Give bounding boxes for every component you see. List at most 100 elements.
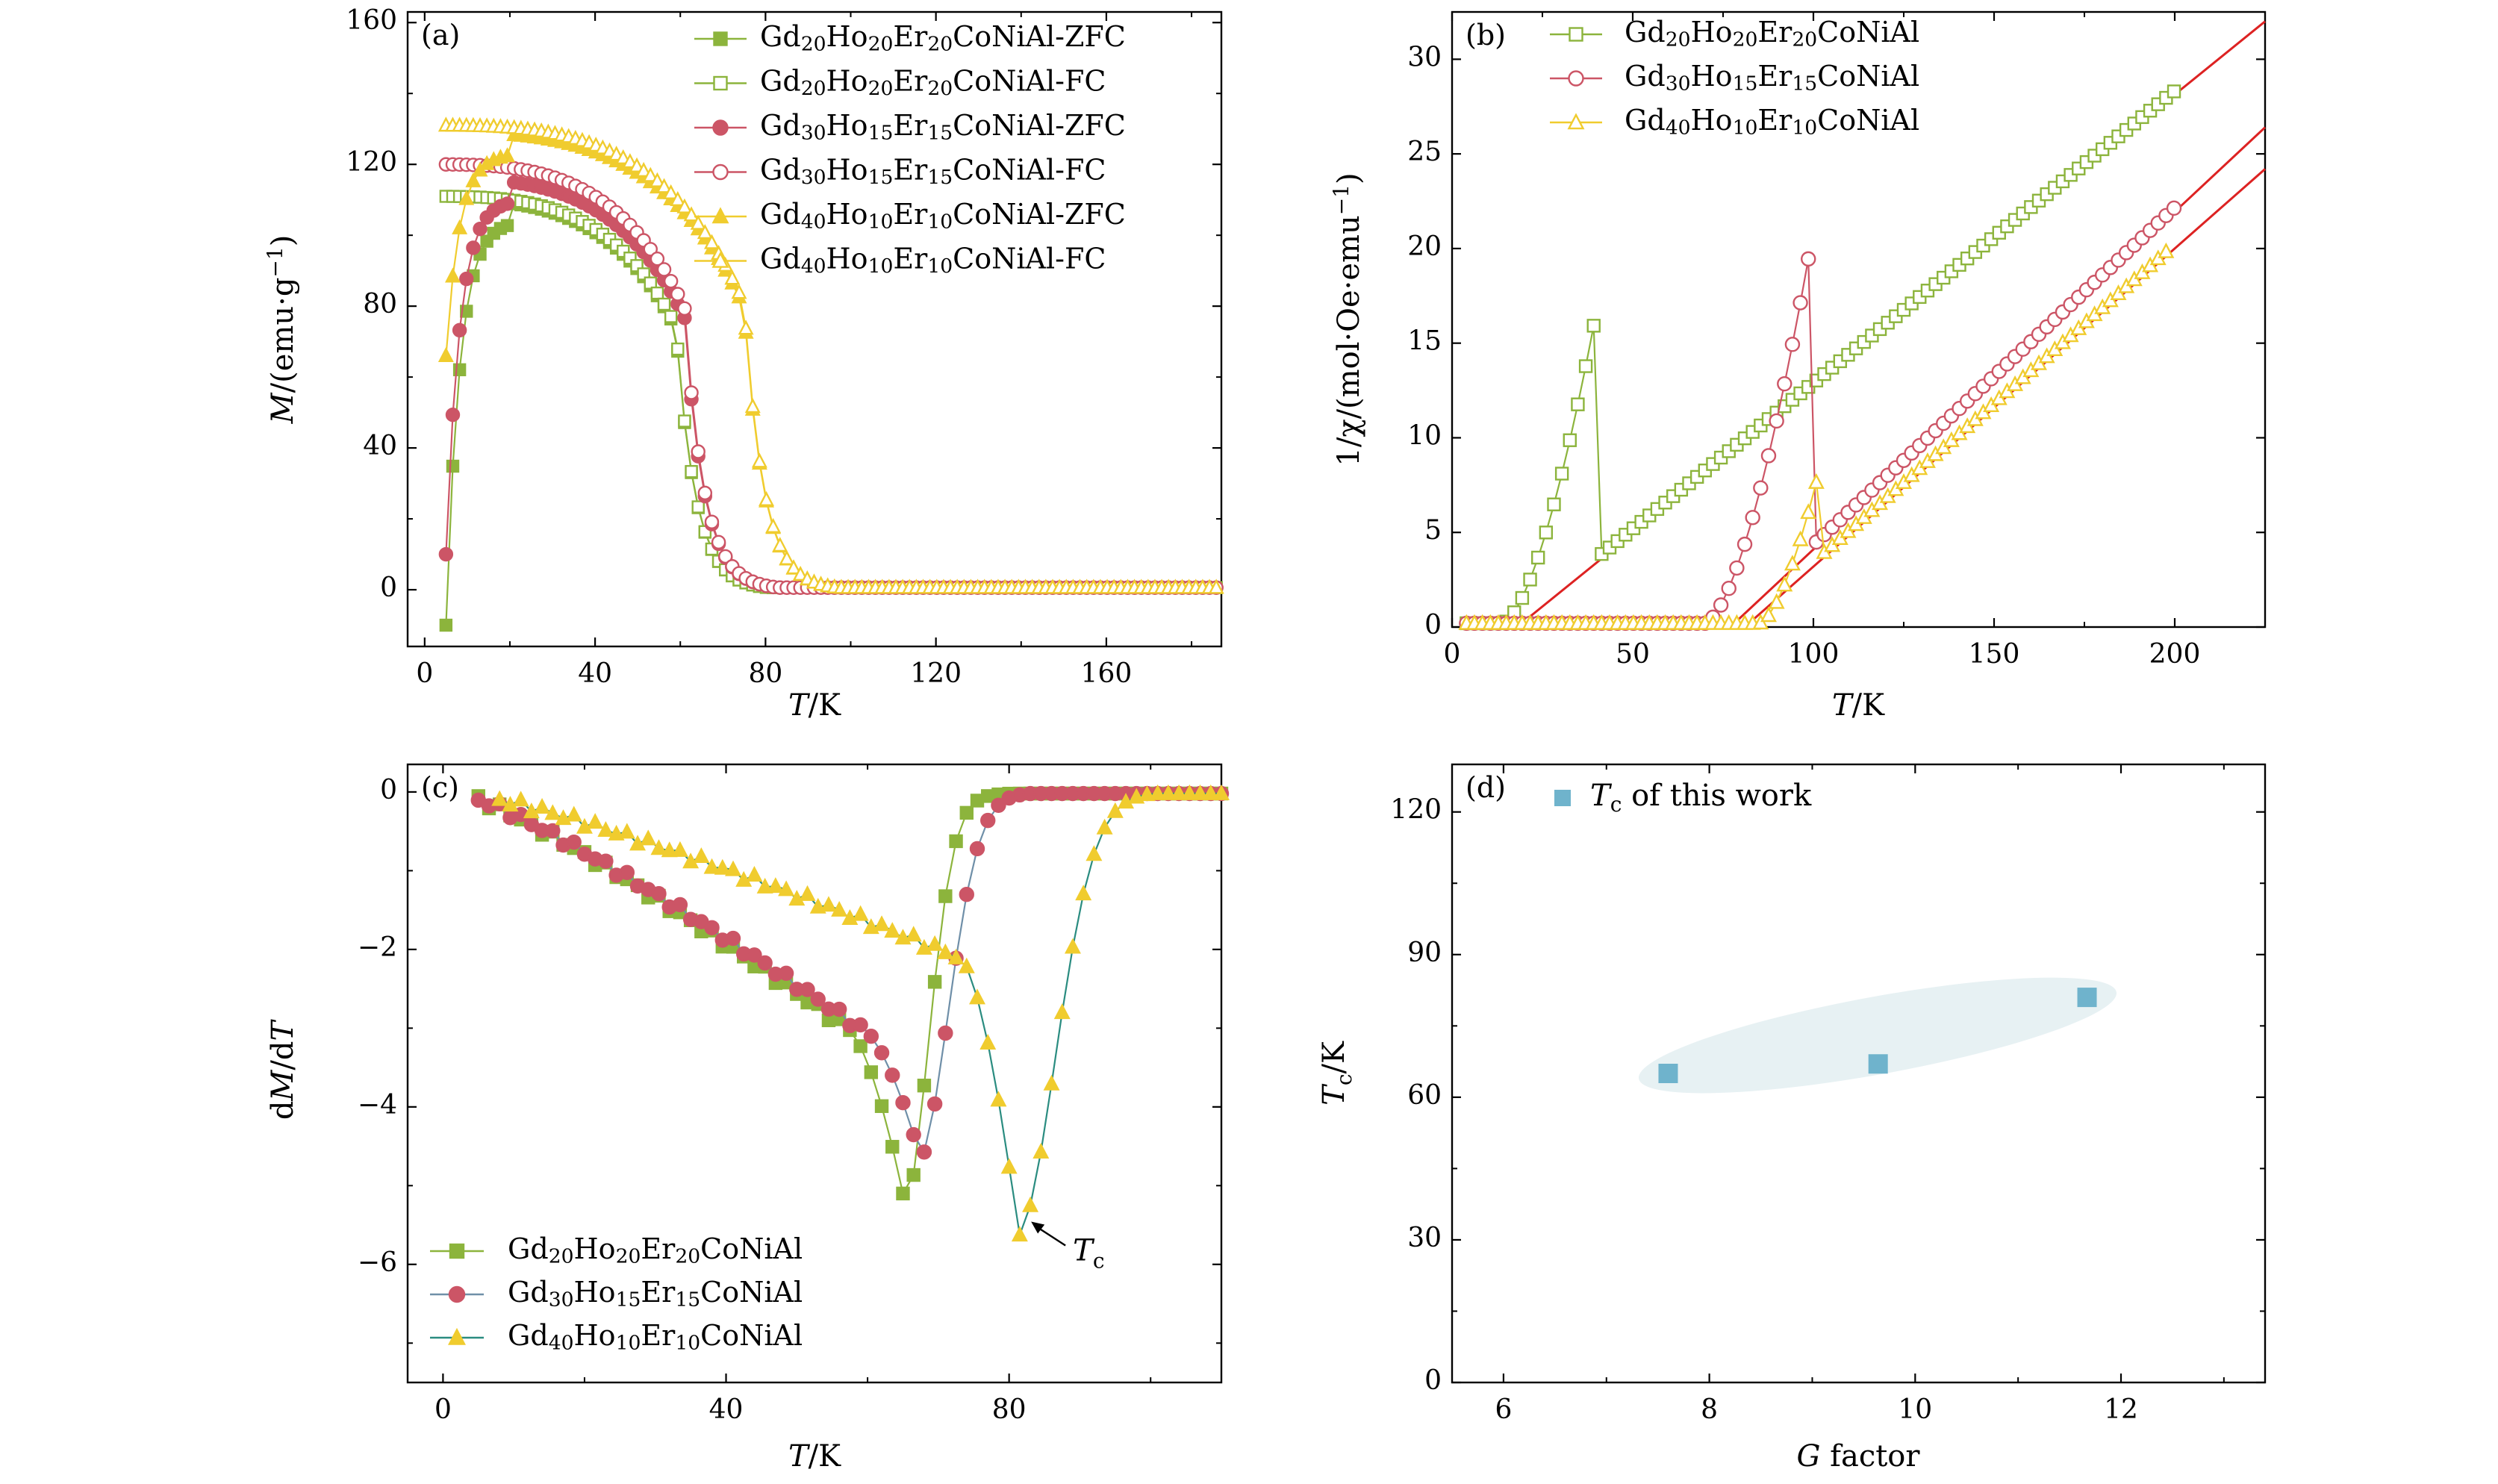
x-tick-label: 0: [1444, 639, 1461, 670]
data-point: [772, 537, 788, 552]
data-point: [445, 407, 461, 423]
x-tick-label: 120: [910, 658, 962, 689]
data-point: [896, 1186, 910, 1201]
data-point: [853, 1039, 868, 1053]
data-point: [1547, 497, 1561, 511]
data-point: [969, 988, 985, 1005]
data-point: [670, 287, 685, 302]
data-point: [714, 858, 731, 875]
data-point: [884, 922, 901, 938]
data-point: [959, 805, 974, 820]
data-point: [831, 1001, 847, 1017]
data-point: [810, 991, 826, 1007]
data-point: [1760, 448, 1777, 464]
y-tick-label: 120: [1390, 795, 1442, 826]
data-point: [1530, 550, 1545, 565]
data-point: [759, 490, 774, 506]
data-point: [697, 224, 713, 240]
data-point: [1800, 503, 1817, 520]
legend: Gd20Ho20Er20CoNiAl Gd30Ho15Er15CoNiAl Gd40…: [430, 1232, 803, 1354]
data-point: [664, 310, 678, 323]
data-point: [885, 1067, 900, 1083]
data-point: [863, 1029, 879, 1044]
series-1: [1460, 84, 2181, 631]
data-point: [735, 870, 753, 887]
legend-marker: [1569, 27, 1583, 42]
data-point: [545, 823, 561, 839]
y-axis-label: Tc/K: [1317, 1041, 1357, 1106]
legend-label: Tc of this work: [1590, 779, 1812, 817]
x-axis-label: G factor: [1797, 1439, 1921, 1474]
data-point: [831, 900, 848, 917]
y-tick-label: 25: [1407, 137, 1442, 167]
x-tick-label: 100: [1788, 639, 1840, 670]
legend-marker: [1554, 790, 1571, 806]
data-point: [1868, 1054, 1888, 1074]
data-point: [958, 957, 975, 973]
data-point: [757, 955, 773, 971]
legend-marker: [712, 163, 729, 181]
legend-marker: [711, 207, 729, 224]
data-point: [969, 841, 985, 857]
data-point: [1792, 530, 1809, 546]
data-point: [650, 252, 665, 266]
data-point: [500, 219, 514, 232]
data-point: [990, 1091, 1007, 1107]
data-point: [1658, 1064, 1678, 1083]
data-point: [820, 896, 837, 912]
data-point: [576, 817, 593, 834]
data-point: [460, 305, 473, 318]
data-point: [1571, 397, 1585, 411]
data-point: [1776, 576, 1793, 592]
data-point: [1118, 793, 1135, 809]
y-tick-label: 160: [346, 5, 397, 36]
y-tick-label: −4: [358, 1090, 397, 1120]
data-point: [684, 385, 699, 400]
legend-marker: [713, 31, 728, 46]
y-tick-label: 0: [380, 775, 397, 805]
legend-label: Gd20Ho20Er20CoNiAl: [508, 1232, 803, 1268]
x-tick-label: 12: [2104, 1394, 2138, 1425]
data-point: [438, 546, 454, 562]
x-tick-label: 80: [748, 658, 782, 689]
data-point: [1737, 536, 1753, 552]
data-point: [459, 271, 474, 287]
data-point: [949, 834, 963, 849]
data-point: [502, 796, 519, 812]
data-point: [523, 802, 540, 819]
panel-c-chart: 0 40 80 0 −2 −4 −6 (c) T/K dM/dT Tc Gd20Ho20Er20CoN…: [266, 763, 1230, 1474]
data-point: [643, 242, 658, 257]
data-point: [1011, 1226, 1028, 1242]
data-point: [676, 198, 693, 213]
data-point: [926, 935, 944, 951]
data-point: [677, 301, 692, 316]
y-tick-label: −6: [358, 1247, 397, 1278]
legend-label: Gd30Ho15Er15CoNiAl: [1625, 60, 1919, 96]
data-point: [1760, 606, 1777, 623]
legend: Tc of this work: [1554, 779, 1812, 817]
legend-marker: [448, 1285, 466, 1303]
data-point: [1213, 784, 1230, 800]
data-point: [597, 820, 614, 837]
data-point: [747, 947, 762, 963]
data-point: [608, 824, 625, 841]
y-tick-label: 120: [346, 147, 397, 178]
panel-b-chart: 0 50 100 150 200 0 5 10 15 20 25 30 (b) T/K 1/χ/(mol·O…: [1329, 10, 2267, 723]
data-point: [1192, 784, 1209, 800]
legend-label: Gd30Ho15Er15CoNiAl: [508, 1276, 803, 1312]
legend-label: Gd40Ho10Er10CoNiAl-ZFC: [760, 198, 1126, 234]
y-tick-label: 90: [1407, 938, 1442, 968]
data-point: [1043, 1074, 1060, 1091]
data-point: [1208, 579, 1224, 594]
series-2: [470, 785, 1230, 1160]
data-point: [991, 797, 1006, 813]
x-tick-label: 6: [1495, 1394, 1512, 1425]
data-point: [465, 172, 482, 187]
data-point: [1139, 785, 1156, 802]
data-point: [704, 920, 720, 935]
data-point: [873, 1045, 890, 1061]
data-point: [697, 485, 713, 501]
data-point: [657, 297, 671, 311]
data-point: [809, 897, 826, 914]
data-point: [916, 1144, 932, 1160]
